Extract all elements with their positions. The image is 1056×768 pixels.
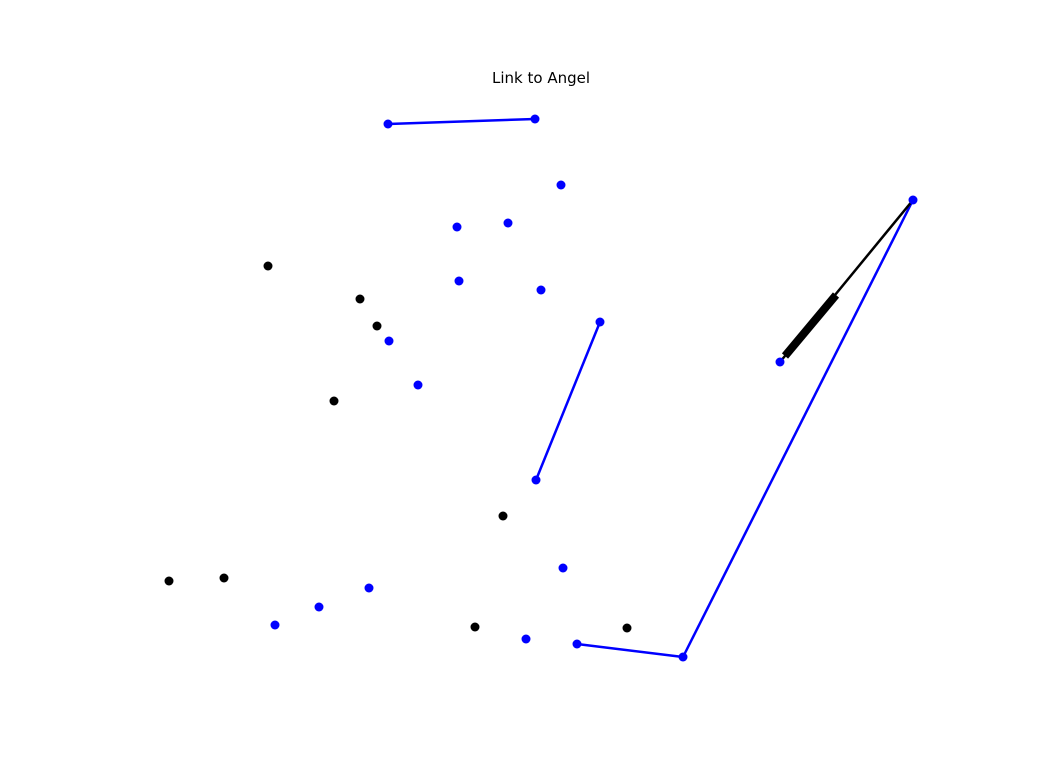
node-black bbox=[329, 396, 339, 406]
edge-black-arrow-thick bbox=[781, 292, 840, 359]
edge-blue-middle bbox=[534, 321, 602, 481]
node-black bbox=[622, 623, 632, 633]
node-blue bbox=[454, 276, 464, 286]
node-black bbox=[219, 573, 229, 583]
node-blue bbox=[678, 652, 688, 662]
node-black bbox=[372, 321, 382, 331]
node-blue bbox=[521, 634, 531, 644]
edge-blue-long bbox=[681, 199, 915, 658]
diagram-title: Link to Angel bbox=[492, 69, 590, 87]
node-black bbox=[470, 622, 480, 632]
node-black bbox=[263, 261, 273, 271]
node-black bbox=[164, 576, 174, 586]
node-black bbox=[355, 294, 365, 304]
node-blue bbox=[314, 602, 324, 612]
node-blue bbox=[364, 583, 374, 593]
node-blue bbox=[558, 563, 568, 573]
node-blue bbox=[531, 475, 541, 485]
node-blue bbox=[556, 180, 566, 190]
node-blue bbox=[383, 119, 393, 129]
node-blue bbox=[413, 380, 423, 390]
edges bbox=[387, 117, 915, 659]
node-blue bbox=[270, 620, 280, 630]
black-nodes bbox=[164, 261, 632, 633]
node-blue bbox=[530, 114, 540, 124]
blue-nodes bbox=[270, 114, 918, 662]
node-blue bbox=[775, 357, 785, 367]
edge-blue-bottom bbox=[576, 642, 684, 659]
node-blue bbox=[908, 195, 918, 205]
node-blue bbox=[536, 285, 546, 295]
edge-blue-top bbox=[387, 117, 536, 126]
node-blue bbox=[503, 218, 513, 228]
node-blue bbox=[384, 336, 394, 346]
node-blue bbox=[572, 639, 582, 649]
node-black bbox=[498, 511, 508, 521]
node-blue bbox=[595, 317, 605, 327]
node-blue bbox=[452, 222, 462, 232]
